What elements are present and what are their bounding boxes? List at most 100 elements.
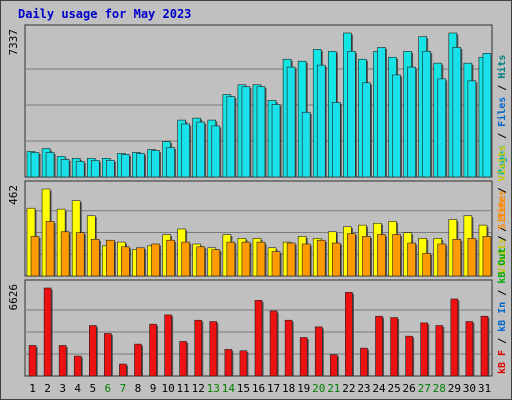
files-bar bbox=[437, 78, 447, 178]
x-tick-label: 16 bbox=[252, 382, 265, 395]
sites-bar bbox=[196, 246, 206, 277]
files-bar bbox=[30, 152, 40, 178]
files-bar bbox=[90, 160, 100, 178]
chart-title: Daily usage for May 2023 bbox=[18, 7, 191, 21]
legend-entry: / bbox=[497, 220, 508, 238]
sites-bar bbox=[181, 241, 190, 277]
x-tick-label: 27 bbox=[418, 382, 431, 395]
sites-bar bbox=[75, 232, 85, 277]
files-bar bbox=[286, 66, 296, 178]
x-tick-label: 2 bbox=[44, 382, 51, 395]
files-bar bbox=[331, 102, 341, 178]
kb-bar bbox=[420, 322, 429, 377]
sites-bar bbox=[121, 246, 130, 277]
x-tick-label: 22 bbox=[342, 382, 355, 395]
kb-bar bbox=[390, 317, 398, 377]
x-tick-label: 7 bbox=[120, 382, 127, 395]
x-tick-label: 8 bbox=[135, 382, 142, 395]
files-bar bbox=[422, 51, 431, 178]
kb-bar bbox=[269, 310, 278, 377]
kb-bar bbox=[43, 287, 52, 377]
files-bar bbox=[121, 154, 130, 178]
files-bar bbox=[362, 82, 371, 178]
legend-entry: Sites bbox=[496, 199, 508, 229]
files-bar bbox=[151, 150, 160, 178]
kb-bar bbox=[164, 314, 172, 377]
files-bar bbox=[347, 51, 356, 178]
x-tick-label: 3 bbox=[59, 382, 66, 395]
files-bar bbox=[136, 153, 145, 178]
legend-entry: Files bbox=[496, 97, 508, 127]
legend-entry: kB F bbox=[497, 350, 508, 374]
panel-2: 462 Visits / Sites bbox=[7, 180, 508, 277]
sites-bar bbox=[136, 247, 145, 277]
sites-bar bbox=[226, 241, 236, 277]
files-bar bbox=[467, 80, 477, 178]
kb-bar bbox=[345, 292, 353, 377]
kb-bar bbox=[435, 325, 444, 377]
sites-bar bbox=[331, 242, 341, 277]
sites-bar bbox=[241, 241, 251, 277]
legend-entry: / bbox=[497, 181, 508, 199]
kb-bar bbox=[254, 299, 263, 377]
x-tick-label: 28 bbox=[433, 382, 446, 395]
panel-1: 7337 Pages / Files / Hits bbox=[7, 24, 508, 178]
x-tick-label: 13 bbox=[207, 382, 220, 395]
kb-bar bbox=[239, 350, 248, 377]
files-bar bbox=[241, 86, 251, 178]
sites-bar bbox=[422, 253, 431, 277]
panel-legend: kB F / kB In / kB Out / Sites / Visits bbox=[496, 145, 508, 374]
legend-entry: Sites bbox=[496, 190, 508, 220]
panel-3: 6626 kB F / kB In / kB Out / Sites / Visi… bbox=[7, 145, 508, 377]
legend-entry: / bbox=[497, 79, 508, 97]
kb-bar bbox=[134, 343, 142, 377]
files-bar bbox=[45, 152, 55, 178]
x-tick-label: 12 bbox=[192, 382, 205, 395]
sites-bar bbox=[452, 238, 462, 277]
kb-bar bbox=[194, 319, 203, 377]
files-bar bbox=[377, 47, 386, 178]
kb-bar bbox=[299, 337, 308, 377]
x-tick-label: 30 bbox=[463, 382, 476, 395]
legend-entry: / bbox=[497, 229, 508, 247]
files-bar bbox=[181, 123, 190, 178]
x-tick-label: 20 bbox=[312, 382, 325, 395]
x-tick-label: 11 bbox=[177, 382, 190, 395]
panel-max-label: 6626 bbox=[7, 284, 20, 311]
legend-entry: kB In bbox=[497, 302, 508, 332]
x-tick-label: 21 bbox=[327, 382, 340, 395]
sites-bar bbox=[106, 239, 115, 277]
x-tick-label: 17 bbox=[267, 382, 280, 395]
x-tick-label: 10 bbox=[161, 382, 174, 395]
x-tick-label: 4 bbox=[74, 382, 81, 395]
kb-bar bbox=[179, 341, 187, 377]
files-bar bbox=[211, 125, 221, 178]
files-bar bbox=[452, 47, 462, 178]
panel-max-label: 462 bbox=[7, 185, 20, 205]
sites-bar bbox=[437, 243, 447, 277]
kb-bar bbox=[284, 319, 293, 377]
legend-entry: Pages bbox=[497, 145, 508, 175]
kb-bar bbox=[375, 315, 383, 377]
files-bar bbox=[271, 104, 281, 178]
chart-panels: 7337 Pages / Files / Hits 462 Visits / Site… bbox=[7, 24, 508, 377]
sites-bar bbox=[286, 242, 296, 277]
sites-bar bbox=[45, 221, 55, 277]
legend-entry: / bbox=[497, 332, 508, 350]
kb-bar bbox=[104, 333, 112, 377]
files-bar bbox=[316, 64, 326, 178]
panel-legend: Visits / Sites bbox=[496, 190, 508, 274]
files-bar bbox=[301, 111, 311, 178]
x-tick-label: 31 bbox=[478, 382, 491, 395]
x-tick-label: 1 bbox=[29, 382, 36, 395]
sites-bar bbox=[347, 233, 356, 277]
panel-legend: Pages / Files / Hits bbox=[496, 55, 508, 175]
legend-entry: kB Out bbox=[497, 248, 508, 284]
x-tick-label: 29 bbox=[448, 382, 461, 395]
kb-bar bbox=[465, 321, 474, 377]
x-tick-label: 24 bbox=[372, 382, 386, 395]
sites-bar bbox=[392, 234, 401, 277]
kb-bar bbox=[360, 347, 368, 377]
